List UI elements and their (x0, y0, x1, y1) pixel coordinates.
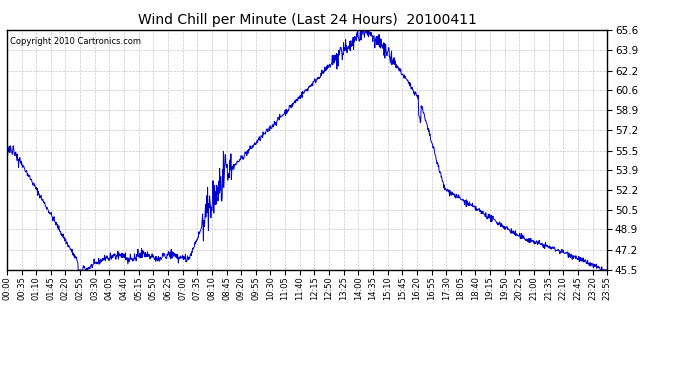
Title: Wind Chill per Minute (Last 24 Hours)  20100411: Wind Chill per Minute (Last 24 Hours) 20… (137, 13, 477, 27)
Text: Copyright 2010 Cartronics.com: Copyright 2010 Cartronics.com (10, 37, 141, 46)
